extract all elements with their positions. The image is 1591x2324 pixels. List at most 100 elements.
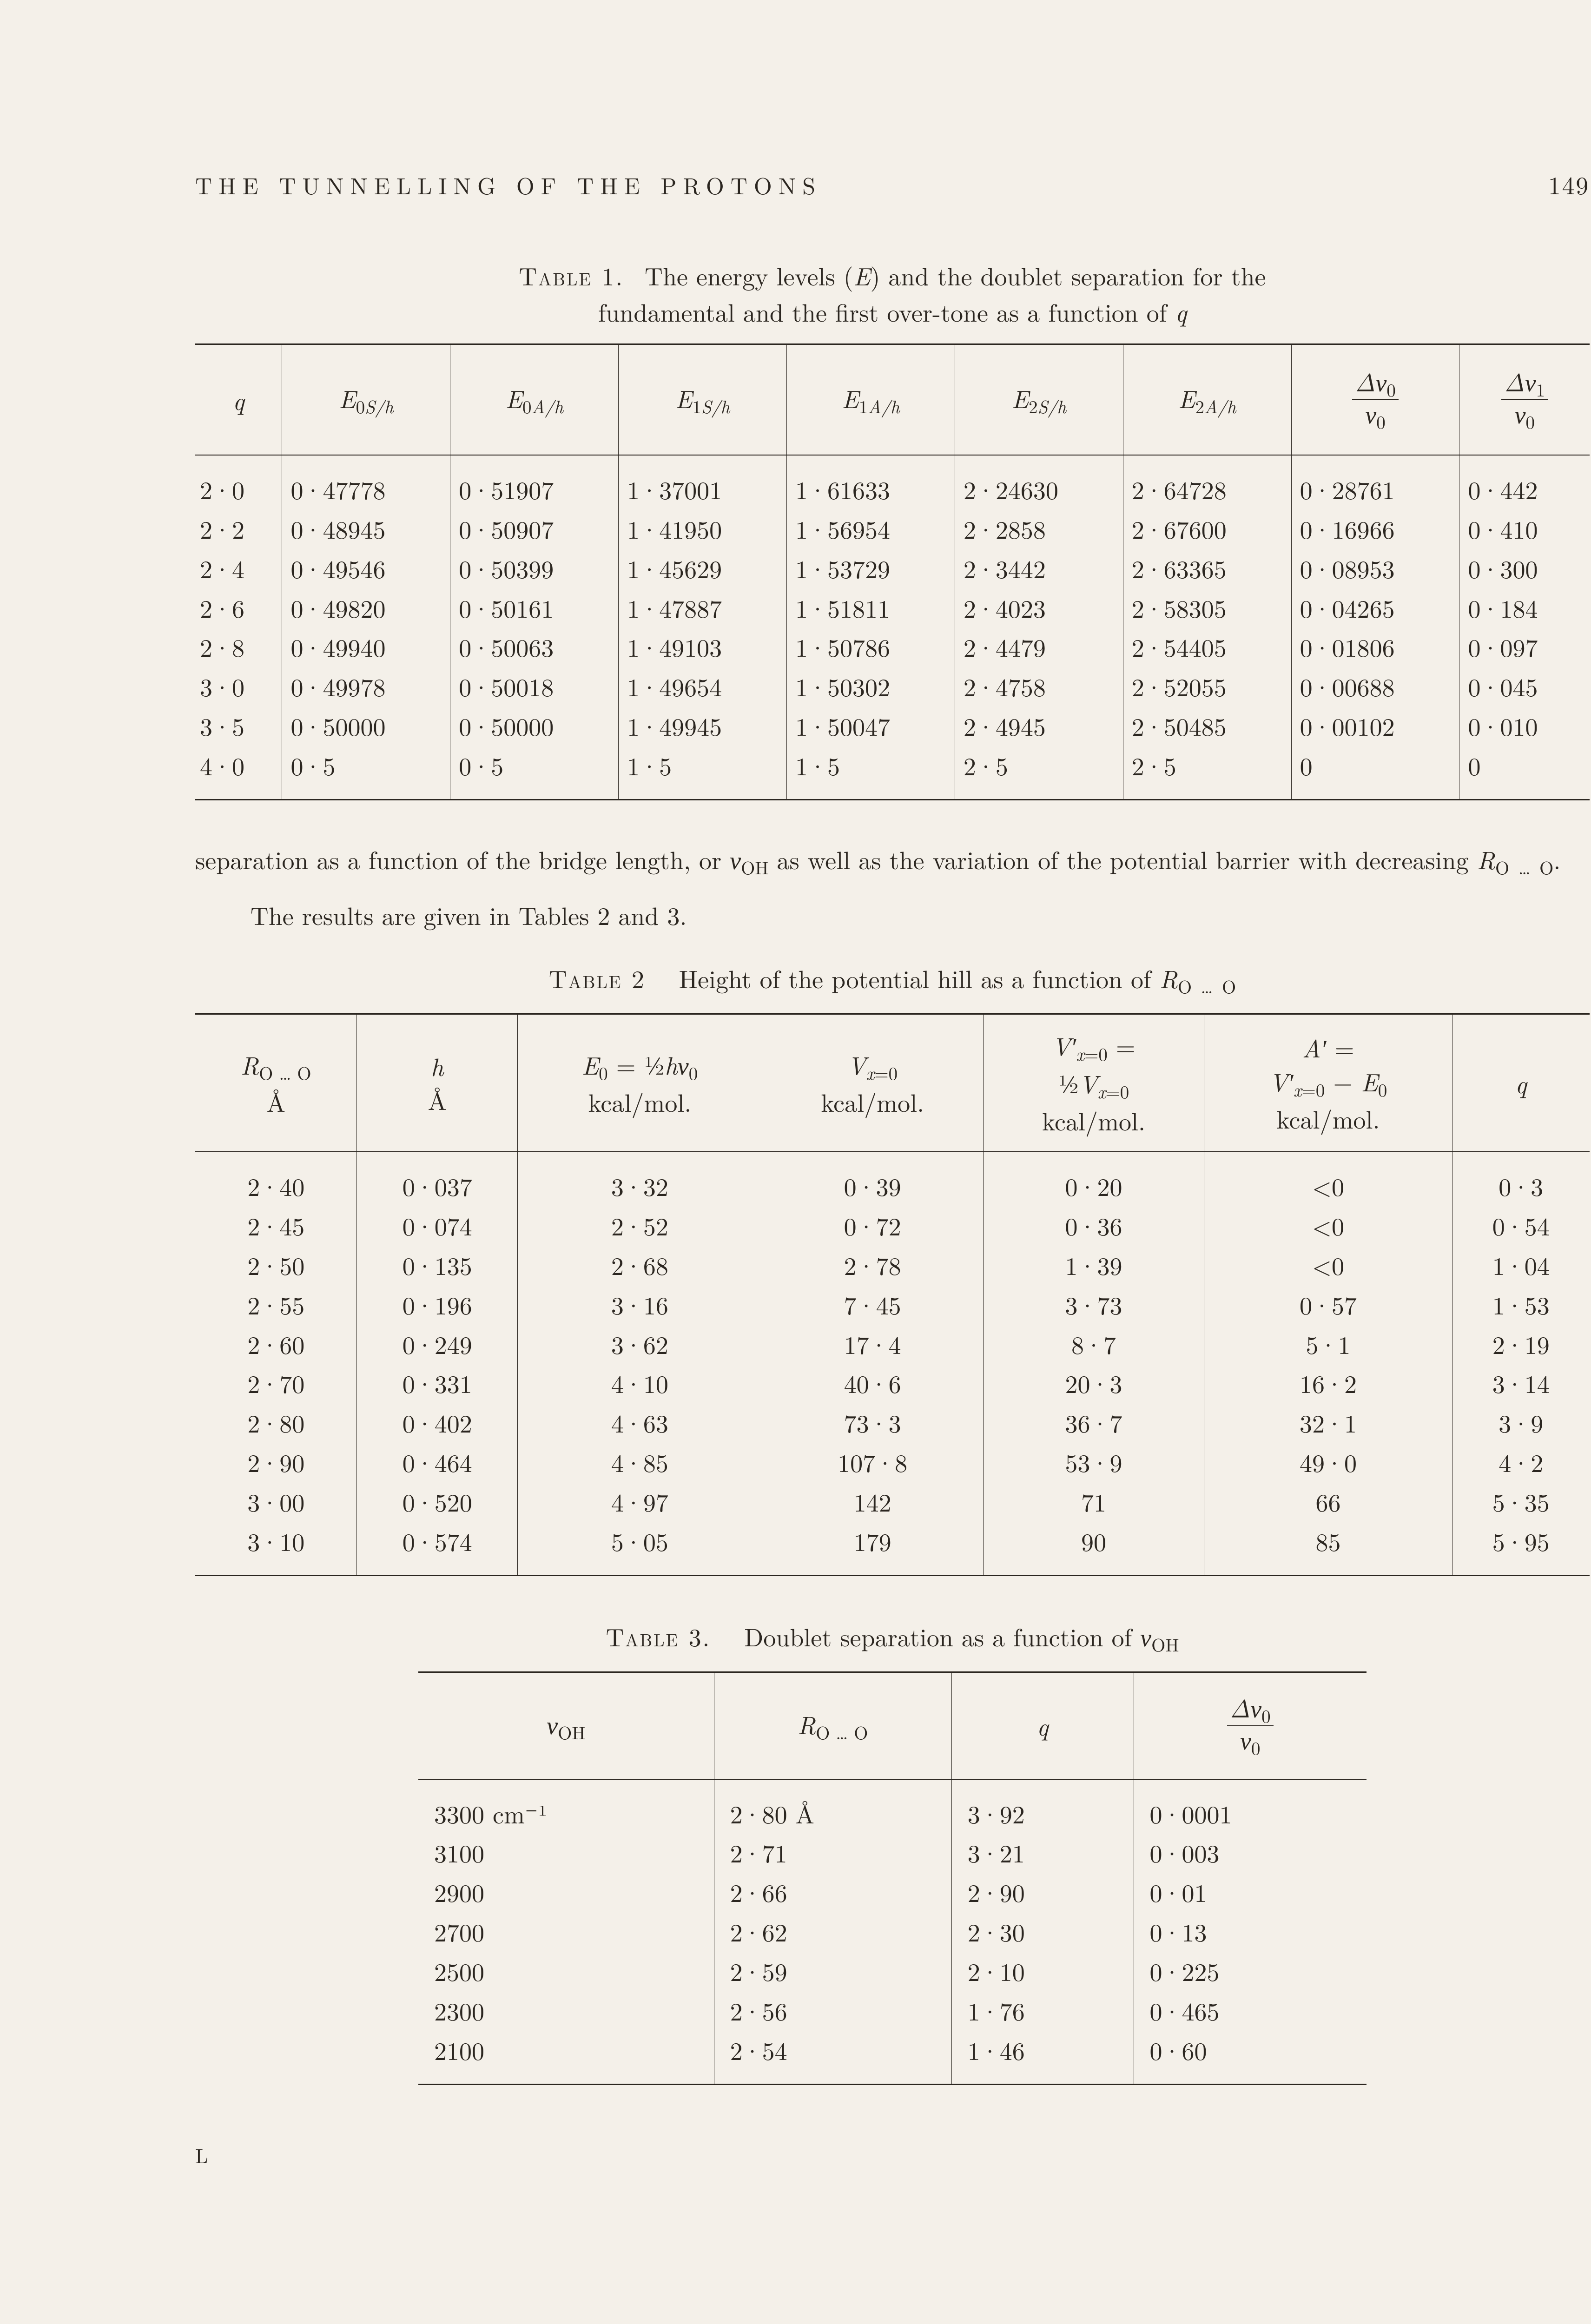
table-row: 2·700·3314·1040·620·316·23·14: [195, 1363, 1590, 1403]
table-cell: 1·50302: [787, 667, 955, 706]
table-row: 2·60·498200·501611·478871·518112·40232·5…: [195, 588, 1590, 627]
table-cell: 0·3: [1452, 1152, 1590, 1206]
table-cell: 0·50907: [450, 509, 619, 548]
t1-h-E0A: E0A/h: [450, 344, 619, 455]
table-cell: 1·41950: [619, 509, 787, 548]
table-cell: 3·5: [195, 706, 282, 746]
table-cell: 4·10: [518, 1363, 762, 1403]
table-cell: 0·50399: [450, 548, 619, 588]
table-cell: 4·63: [518, 1403, 762, 1442]
table-cell: 2·67600: [1123, 509, 1291, 548]
table-cell: 0·39: [762, 1152, 983, 1206]
table-cell: 3100: [418, 1833, 714, 1872]
table-cell: 0·184: [1459, 588, 1590, 627]
table-cell: 1·50786: [787, 627, 955, 667]
table-row: 3·00·499780·500181·496541·503022·47582·5…: [195, 667, 1590, 706]
running-title: THE TUNNELLING OF THE PROTONS: [195, 169, 822, 201]
table-cell: 3·14: [1452, 1363, 1590, 1403]
table-row: 2·600·2493·6217·48·75·12·19: [195, 1324, 1590, 1364]
table-cell: 0·196: [357, 1285, 518, 1324]
table3-caption-lead: Table 3.: [606, 1618, 711, 1654]
table-cell: 2900: [418, 1872, 714, 1912]
table-cell: <0: [1204, 1245, 1452, 1285]
table-cell: 36·7: [983, 1403, 1204, 1442]
table-cell: 1·37001: [619, 455, 787, 509]
table-cell: 5·05: [518, 1521, 762, 1575]
table-cell: 2·55: [195, 1285, 357, 1324]
table2: RO … OÅ hÅ E0 = ½hν0kcal/mol. Vx=0kcal/m…: [195, 1013, 1590, 1576]
para-1: separation as a function of the bridge l…: [195, 842, 1590, 879]
table-cell: 2·4: [195, 548, 282, 588]
table2-caption: Table 2 Height of the potential hill as …: [195, 960, 1590, 999]
table-cell: 1·45629: [619, 548, 787, 588]
table-cell: 20·3: [983, 1363, 1204, 1403]
table-cell: 2·60: [195, 1324, 357, 1364]
table-cell: 3·16: [518, 1285, 762, 1324]
table-cell: 2700: [418, 1912, 714, 1951]
table-cell: 0·04265: [1291, 588, 1459, 627]
table-cell: 2·5: [1123, 746, 1291, 799]
table2-header-row: RO … OÅ hÅ E0 = ½hν0kcal/mol. Vx=0kcal/m…: [195, 1014, 1590, 1152]
table-cell: 2·10: [951, 1951, 1134, 1991]
table-row: 27002·622·300·13: [418, 1912, 1367, 1951]
table-cell: 3300 cm⁻¹: [418, 1779, 714, 1833]
table-cell: 0·47778: [282, 455, 450, 509]
table-cell: 0·54: [1452, 1206, 1590, 1245]
table-cell: 0·465: [1134, 1991, 1367, 2030]
table2-caption-lead: Table 2: [549, 960, 646, 996]
table-cell: 0·045: [1459, 667, 1590, 706]
table-cell: 2·59: [714, 1951, 951, 1991]
table-cell: 2·45: [195, 1206, 357, 1245]
table-cell: 3·00: [195, 1482, 357, 1521]
table-cell: 3·9: [1452, 1403, 1590, 1442]
table-cell: 0·00688: [1291, 667, 1459, 706]
table-cell: 3·73: [983, 1285, 1204, 1324]
table-cell: 5·95: [1452, 1521, 1590, 1575]
table-row: 4·00·50·51·51·52·52·500: [195, 746, 1590, 799]
table-cell: 1·61633: [787, 455, 955, 509]
table-cell: <0: [1204, 1206, 1452, 1245]
table-cell: 2·0: [195, 455, 282, 509]
table-cell: 1·49103: [619, 627, 787, 667]
table-cell: 142: [762, 1482, 983, 1521]
table-cell: 32·1: [1204, 1403, 1452, 1442]
table-cell: 40·6: [762, 1363, 983, 1403]
t2-h-Vx0: Vx=0kcal/mol.: [762, 1014, 983, 1152]
table-cell: 2·58305: [1123, 588, 1291, 627]
table-cell: 0·49940: [282, 627, 450, 667]
t1-h-dv1: Δν1ν0: [1459, 344, 1590, 455]
table-cell: 0·402: [357, 1403, 518, 1442]
table-cell: 0·442: [1459, 455, 1590, 509]
table-row: 2·550·1963·167·453·730·571·53: [195, 1285, 1590, 1324]
table-cell: 0·49978: [282, 667, 450, 706]
table-cell: 0·20: [983, 1152, 1204, 1206]
table-cell: 1·04: [1452, 1245, 1590, 1285]
table-cell: 2·68: [518, 1245, 762, 1285]
table-cell: <0: [1204, 1152, 1452, 1206]
table3-header-row: νOH RO … O q Δν0ν0: [418, 1672, 1367, 1779]
sheet-signature: L: [195, 2141, 1590, 2168]
para-2: The results are given in Tables 2 and 3.: [195, 898, 1590, 932]
table-cell: 66: [1204, 1482, 1452, 1521]
table-cell: 2·62: [714, 1912, 951, 1951]
table-cell: 0·08953: [1291, 548, 1459, 588]
table-cell: 0·48945: [282, 509, 450, 548]
table-cell: 0·49546: [282, 548, 450, 588]
table-cell: 0·010: [1459, 706, 1590, 746]
table-cell: 53·9: [983, 1442, 1204, 1482]
table-cell: 5·1: [1204, 1324, 1452, 1364]
table-cell: 0·074: [357, 1206, 518, 1245]
t1-h-E2A: E2A/h: [1123, 344, 1291, 455]
table-cell: 1·39: [983, 1245, 1204, 1285]
table-cell: 1·76: [951, 1991, 1134, 2030]
table-cell: 2·6: [195, 588, 282, 627]
table-cell: 2500: [418, 1951, 714, 1991]
table-cell: 0·410: [1459, 509, 1590, 548]
t2-h-E0: E0 = ½hν0kcal/mol.: [518, 1014, 762, 1152]
table-cell: 2100: [418, 2030, 714, 2084]
table-cell: 4·85: [518, 1442, 762, 1482]
t1-h-dv0: Δν0ν0: [1291, 344, 1459, 455]
table-cell: 2·50485: [1123, 706, 1291, 746]
table-cell: 107·8: [762, 1442, 983, 1482]
t1-h-E1A: E1A/h: [787, 344, 955, 455]
